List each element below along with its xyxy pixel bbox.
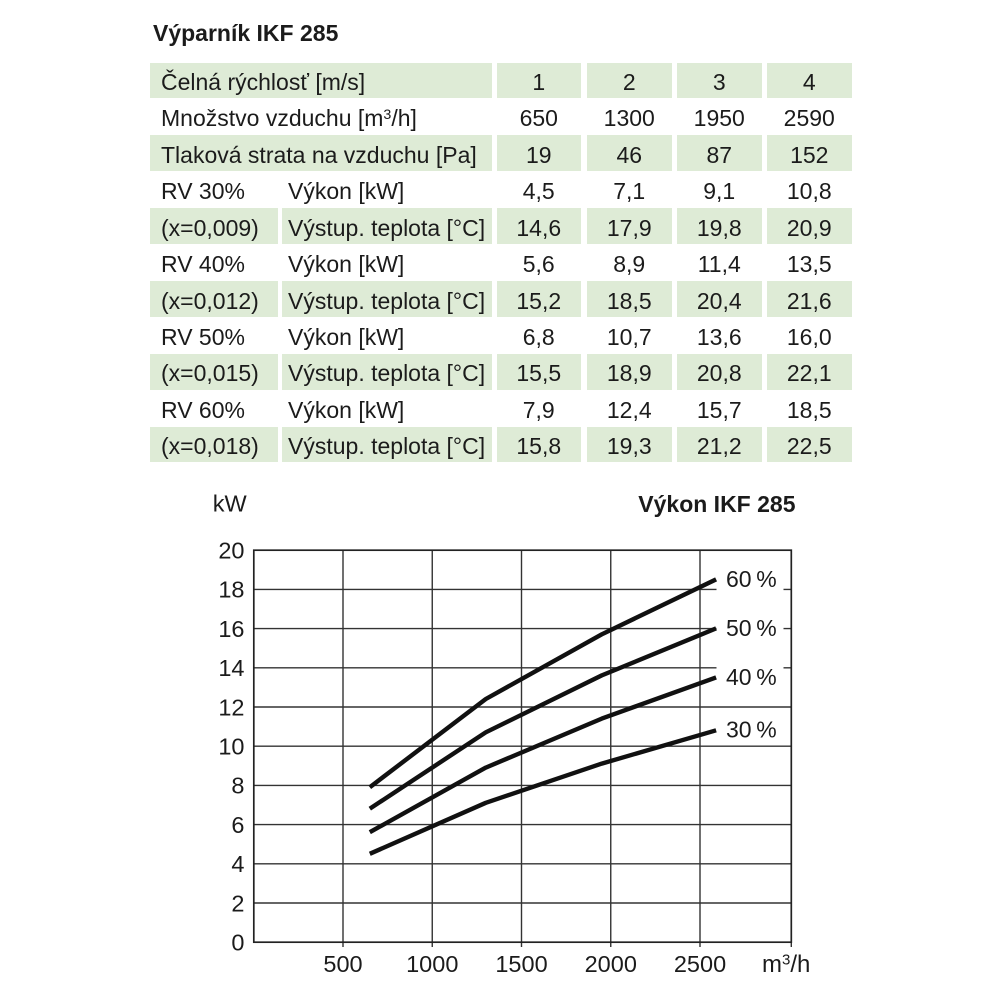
svg-text:4: 4 — [231, 851, 244, 877]
svg-text:10: 10 — [218, 734, 244, 760]
svg-text:500: 500 — [323, 951, 362, 977]
svg-text:8: 8 — [231, 773, 244, 799]
svg-text:40 %: 40 % — [726, 664, 777, 690]
svg-text:2: 2 — [231, 890, 244, 916]
svg-text:kW: kW — [213, 491, 248, 517]
svg-text:50 %: 50 % — [726, 615, 777, 641]
svg-text:1500: 1500 — [495, 951, 547, 977]
svg-text:18: 18 — [218, 577, 244, 603]
svg-text:14: 14 — [218, 655, 244, 681]
svg-text:2500: 2500 — [674, 951, 726, 977]
svg-text:1000: 1000 — [406, 951, 458, 977]
svg-text:0: 0 — [231, 930, 244, 956]
svg-text:6: 6 — [231, 812, 244, 838]
svg-text:30 %: 30 % — [726, 717, 777, 743]
svg-text:m3/h: m3/h — [762, 951, 810, 978]
svg-text:2000: 2000 — [585, 951, 637, 977]
svg-text:Výkon IKF 285: Výkon IKF 285 — [638, 491, 795, 517]
svg-text:20: 20 — [218, 538, 244, 564]
svg-text:60 %: 60 % — [726, 566, 777, 592]
svg-text:12: 12 — [218, 694, 244, 720]
svg-text:16: 16 — [218, 616, 244, 642]
